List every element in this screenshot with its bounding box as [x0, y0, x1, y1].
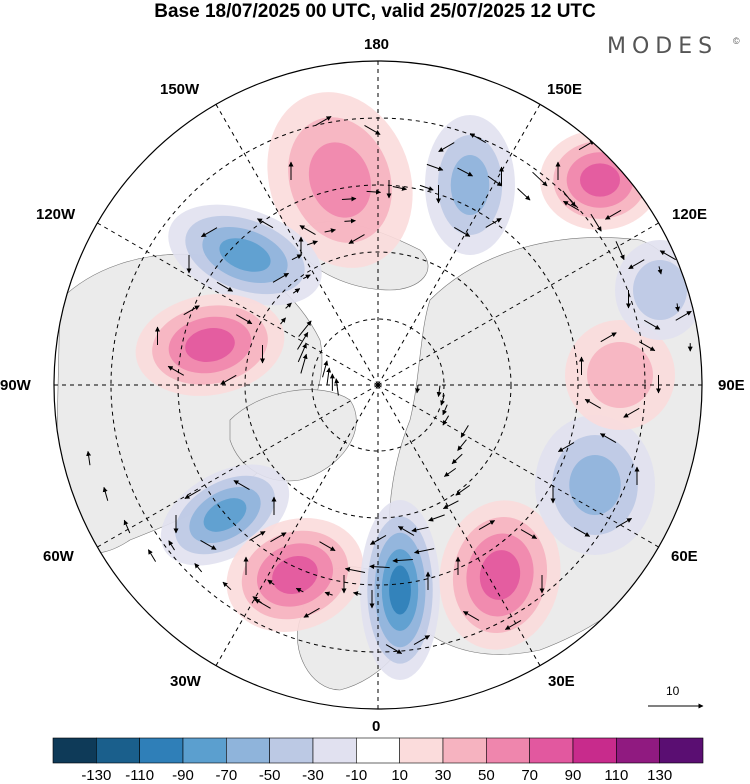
wind-vector — [621, 150, 637, 159]
lon-label-60w: 60W — [43, 548, 74, 565]
lon-label-150w: 150W — [160, 81, 199, 98]
colorbar-tick-label: -10 — [345, 767, 367, 784]
colorbar-tick-label: 50 — [478, 767, 495, 784]
colorbar-swatch — [400, 738, 443, 763]
colorbar-swatch — [573, 738, 616, 763]
colorbar-swatch — [356, 738, 399, 763]
lon-label-180: 180 — [364, 36, 389, 53]
colorbar-swatch — [183, 738, 226, 763]
colorbar-swatch — [96, 738, 139, 763]
lon-label-30e: 30E — [548, 673, 575, 690]
colorbar-tick-label: 30 — [435, 767, 452, 784]
colorbar-swatch — [660, 738, 703, 763]
colorbar-tick-label: 130 — [647, 767, 672, 784]
colorbar — [53, 738, 703, 763]
colorbar-tick-label: -70 — [215, 767, 237, 784]
lon-label-30w: 30W — [170, 673, 201, 690]
colorbar-swatch — [616, 738, 659, 763]
lon-label-90e: 90E — [718, 377, 745, 394]
colorbar-tick-label: -90 — [172, 767, 194, 784]
colorbar-tick-label: 70 — [521, 767, 538, 784]
colorbar-swatch — [443, 738, 486, 763]
lon-label-120e: 120E — [672, 206, 707, 223]
colorbar-swatch — [530, 738, 573, 763]
colorbar-tick-label: -50 — [259, 767, 281, 784]
colorbar-swatch — [486, 738, 529, 763]
colorbar-tick-label: 90 — [565, 767, 582, 784]
colorbar-tick-label: 10 — [391, 767, 408, 784]
colorbar-tick-label: -30 — [302, 767, 324, 784]
colorbar-swatch — [53, 738, 96, 763]
lon-label-150e: 150E — [547, 81, 582, 98]
colorbar-swatch — [270, 738, 313, 763]
colorbar-swatch — [313, 738, 356, 763]
colorbar-swatch — [226, 738, 269, 763]
lon-label-60e: 60E — [671, 548, 698, 565]
colorbar-tick-label: -130 — [81, 767, 111, 784]
lon-label-120w: 120W — [36, 206, 75, 223]
colorbar-swatch — [140, 738, 183, 763]
colorbar-tick-label: -110 — [125, 767, 154, 784]
lon-label-90w: 90W — [0, 377, 31, 394]
lon-label-0: 0 — [372, 718, 380, 735]
vector-scale-label: 10 — [666, 684, 679, 698]
colorbar-tick-label: 110 — [604, 767, 628, 784]
